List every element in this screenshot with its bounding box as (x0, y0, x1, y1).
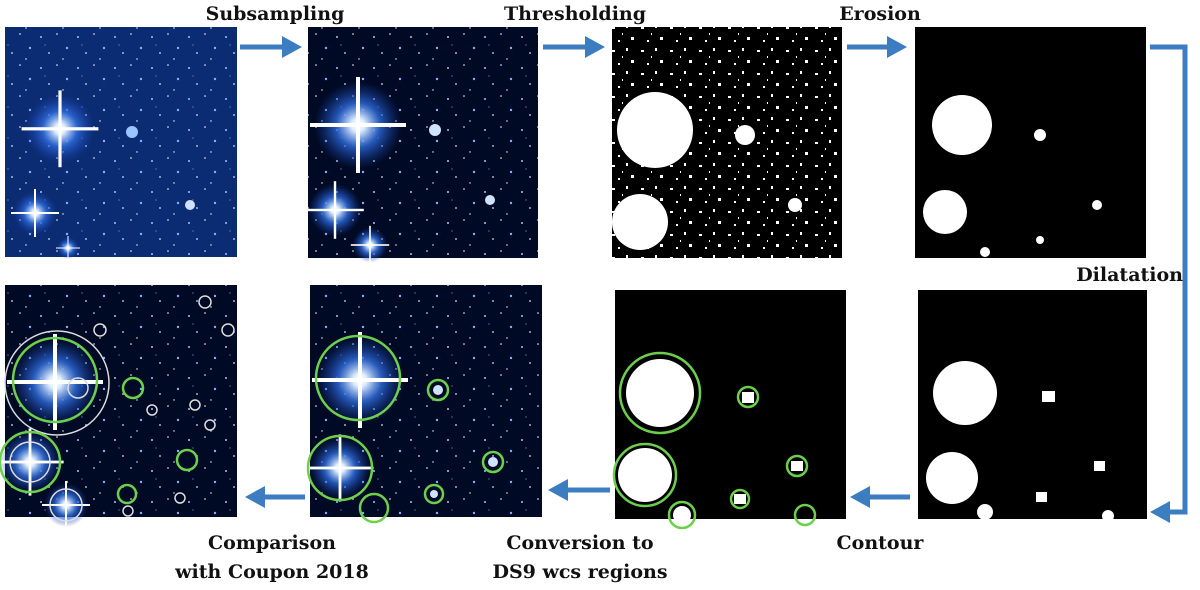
image-threshold (612, 27, 842, 258)
image-comparison (0, 285, 237, 529)
step-label: with Coupon 2018 (174, 561, 369, 583)
step-label: DS9 wcs regions (492, 561, 667, 583)
step-label: Subsampling (206, 3, 345, 25)
arrows (240, 36, 1188, 523)
image-dilatation (918, 290, 1147, 522)
image-erosion (915, 27, 1146, 258)
step-label: Dilatation (1076, 264, 1183, 286)
image-original (5, 27, 237, 260)
image-contour (612, 290, 846, 530)
step-label: Thresholding (504, 3, 646, 25)
step-label: Erosion (839, 3, 921, 25)
step-label: Contour (837, 532, 925, 554)
image-regions (306, 285, 542, 524)
step-label: Comparison (208, 532, 336, 554)
step-label: Conversion to (506, 532, 653, 554)
image-subsampled (306, 27, 538, 265)
